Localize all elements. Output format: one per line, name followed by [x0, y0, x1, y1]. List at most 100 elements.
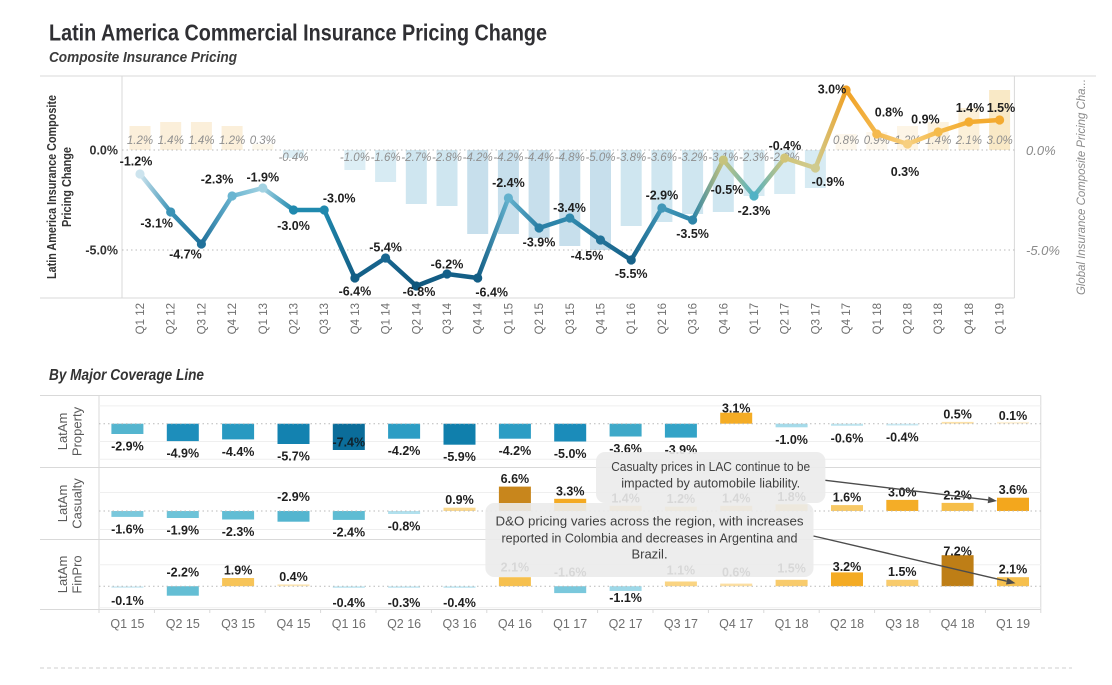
svg-text:Q1 15: Q1 15 [110, 617, 144, 631]
svg-text:-3.0%: -3.0% [323, 192, 356, 206]
svg-text:1.4%: 1.4% [158, 135, 184, 147]
svg-text:Casualty: Casualty [70, 478, 85, 529]
svg-text:Latin America Insurance Compos: Latin America Insurance Composite [45, 95, 59, 279]
svg-text:Q2 16: Q2 16 [657, 303, 669, 334]
svg-text:-1.6%: -1.6% [111, 522, 144, 536]
svg-text:LatAm: LatAm [55, 413, 70, 451]
svg-text:-3.5%: -3.5% [676, 227, 709, 241]
svg-text:-2.3%: -2.3% [201, 173, 234, 187]
svg-text:Q1 13: Q1 13 [258, 303, 270, 334]
svg-text:-2.3%: -2.3% [738, 204, 771, 218]
svg-text:-0.8%: -0.8% [388, 520, 421, 534]
svg-text:-3.9%: -3.9% [523, 236, 556, 250]
svg-text:Q4 12: Q4 12 [227, 303, 239, 334]
svg-text:-4.8%: -4.8% [555, 152, 585, 164]
svg-text:-3.8%: -3.8% [616, 152, 646, 164]
svg-text:-3.2%: -3.2% [678, 152, 708, 164]
svg-text:-1.2%: -1.2% [120, 155, 153, 169]
svg-text:-2.2%: -2.2% [166, 566, 199, 580]
svg-text:-2.8%: -2.8% [432, 152, 462, 164]
svg-text:0.9%: 0.9% [445, 493, 474, 507]
svg-text:-2.3%: -2.3% [222, 525, 255, 539]
svg-text:Q1 12: Q1 12 [135, 303, 147, 334]
svg-text:-6.8%: -6.8% [403, 285, 436, 299]
svg-text:0.3%: 0.3% [891, 165, 920, 179]
svg-text:-0.4%: -0.4% [443, 596, 476, 610]
svg-text:Q1 17: Q1 17 [749, 303, 761, 334]
svg-text:-3.1%: -3.1% [140, 217, 173, 231]
svg-text:Q1 18: Q1 18 [872, 303, 884, 334]
svg-text:-0.4%: -0.4% [278, 152, 308, 164]
svg-text:0.4%: 0.4% [279, 570, 308, 584]
svg-text:D&O pricing varies across the: D&O pricing varies across the region, wi… [496, 514, 805, 529]
svg-text:reported in Colombia and decre: reported in Colombia and decreases in Ar… [502, 530, 798, 545]
svg-text:Q1 19: Q1 19 [996, 617, 1030, 631]
svg-text:Q4 15: Q4 15 [596, 303, 608, 334]
svg-text:3.0%: 3.0% [818, 83, 847, 97]
svg-text:-0.4%: -0.4% [332, 596, 365, 610]
svg-text:Q3 18: Q3 18 [933, 303, 945, 334]
svg-text:-0.9%: -0.9% [812, 175, 845, 189]
svg-text:impacted by automobile liabili: impacted by automobile liability. [621, 475, 800, 490]
svg-text:Q1 19: Q1 19 [995, 303, 1007, 334]
svg-text:-3.4%: -3.4% [553, 201, 586, 215]
svg-text:-2.9%: -2.9% [111, 440, 144, 454]
svg-text:-4.4%: -4.4% [222, 445, 255, 459]
svg-text:0.8%: 0.8% [833, 135, 859, 147]
svg-text:Q3 17: Q3 17 [810, 303, 822, 334]
svg-text:0.0%: 0.0% [90, 144, 119, 158]
svg-text:-4.2%: -4.2% [463, 152, 493, 164]
svg-text:0.0%: 0.0% [1026, 143, 1056, 158]
svg-text:LatAm: LatAm [55, 556, 70, 594]
svg-text:-2.3%: -2.3% [739, 152, 769, 164]
svg-text:-5.9%: -5.9% [443, 450, 476, 464]
svg-text:-5.0%: -5.0% [1026, 243, 1060, 258]
svg-text:0.9%: 0.9% [911, 113, 940, 127]
svg-text:-5.0%: -5.0% [85, 244, 118, 258]
svg-text:Q1 18: Q1 18 [775, 617, 809, 631]
svg-text:Q3 12: Q3 12 [196, 303, 208, 334]
svg-text:Q4 18: Q4 18 [941, 617, 975, 631]
svg-text:0.8%: 0.8% [875, 106, 904, 120]
svg-text:-0.4%: -0.4% [769, 139, 802, 153]
svg-text:-4.5%: -4.5% [571, 249, 604, 263]
svg-text:-1.0%: -1.0% [340, 152, 370, 164]
svg-text:-2.9%: -2.9% [646, 189, 679, 203]
svg-text:-2.4%: -2.4% [332, 525, 365, 539]
svg-text:3.1%: 3.1% [722, 402, 751, 416]
svg-text:-0.3%: -0.3% [388, 596, 421, 610]
svg-text:Q3 13: Q3 13 [319, 303, 331, 334]
svg-text:-5.4%: -5.4% [369, 241, 402, 255]
svg-text:-0.6%: -0.6% [831, 431, 864, 445]
svg-text:-6.4%: -6.4% [339, 285, 372, 299]
svg-text:-2.7%: -2.7% [401, 152, 431, 164]
svg-text:-5.0%: -5.0% [585, 152, 615, 164]
svg-text:-6.2%: -6.2% [431, 258, 464, 272]
svg-text:Q3 17: Q3 17 [664, 617, 698, 631]
svg-text:Q3 16: Q3 16 [688, 303, 700, 334]
svg-text:6.6%: 6.6% [501, 472, 530, 486]
svg-text:-4.2%: -4.2% [388, 444, 421, 458]
svg-text:1.5%: 1.5% [987, 101, 1016, 115]
svg-text:Q3 18: Q3 18 [885, 617, 919, 631]
svg-text:Q4 17: Q4 17 [719, 617, 753, 631]
svg-text:-2.9%: -2.9% [277, 490, 310, 504]
svg-text:3.6%: 3.6% [999, 483, 1028, 497]
svg-text:Q2 17: Q2 17 [609, 617, 643, 631]
svg-text:-3.6%: -3.6% [647, 152, 677, 164]
svg-text:-7.4%: -7.4% [332, 436, 365, 450]
svg-text:-0.5%: -0.5% [711, 183, 744, 197]
svg-text:Q4 18: Q4 18 [964, 303, 976, 334]
svg-text:Q1 17: Q1 17 [553, 617, 587, 631]
svg-text:Q2 15: Q2 15 [534, 303, 546, 334]
svg-text:-4.9%: -4.9% [166, 447, 199, 461]
svg-text:Q3 14: Q3 14 [442, 302, 454, 334]
svg-text:Q2 15: Q2 15 [166, 617, 200, 631]
svg-text:Q3 16: Q3 16 [442, 617, 476, 631]
svg-text:Q3 15: Q3 15 [565, 303, 577, 334]
svg-text:-1.1%: -1.1% [609, 591, 642, 605]
svg-text:0.1%: 0.1% [999, 409, 1028, 423]
svg-text:Q4 16: Q4 16 [498, 617, 532, 631]
svg-text:Composite Insurance Pricing: Composite Insurance Pricing [49, 50, 237, 66]
svg-text:-0.1%: -0.1% [111, 594, 144, 608]
